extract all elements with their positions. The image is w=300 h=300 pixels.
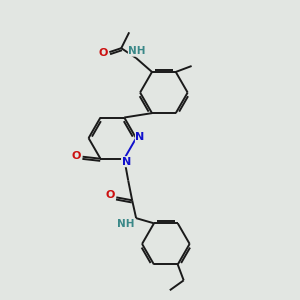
Text: N: N (136, 132, 145, 142)
Text: O: O (99, 48, 108, 58)
Text: O: O (106, 190, 115, 200)
Text: NH: NH (128, 46, 146, 56)
Text: NH: NH (118, 219, 135, 229)
Text: O: O (72, 151, 81, 161)
Text: N: N (122, 157, 131, 167)
